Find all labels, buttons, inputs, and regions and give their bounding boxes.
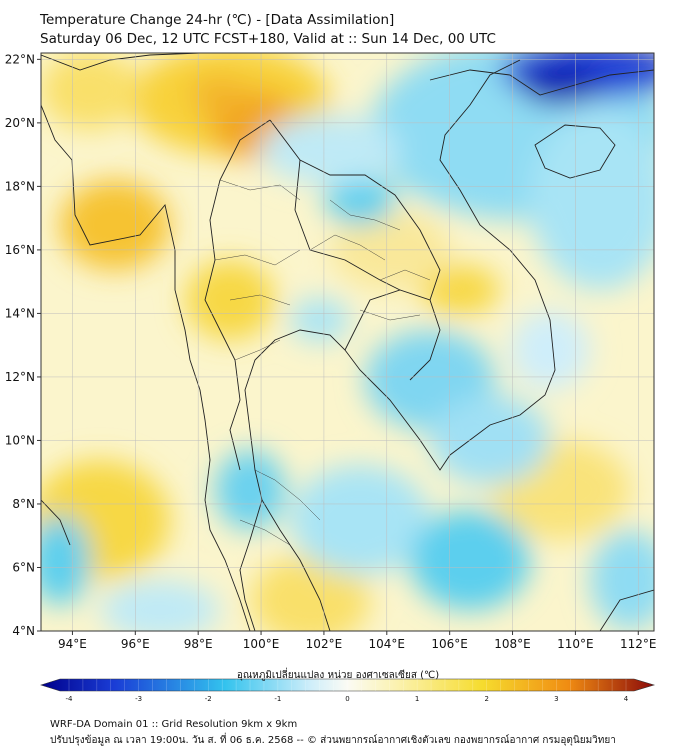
lon-tick-label: 100°E	[243, 637, 280, 651]
lon-tick-label: 106°E	[431, 637, 468, 651]
colorbar-tick-label: 0	[345, 695, 349, 703]
colorbar-tick-label: 1	[415, 695, 419, 703]
colorbar-tick-label: -3	[135, 695, 142, 703]
lat-tick-label: 8°N	[12, 497, 35, 511]
lat-tick-label: 20°N	[5, 116, 35, 130]
map-subtitle: Saturday 06 Dec, 12 UTC FCST+180, Valid …	[40, 31, 496, 47]
colorbar-tick-label: -1	[274, 695, 281, 703]
lon-tick-label: 112°E	[620, 637, 657, 651]
lat-tick-label: 6°N	[12, 560, 35, 574]
colorbar-tick-label: 2	[485, 695, 489, 703]
coastlines	[41, 53, 654, 631]
colorbar-tick-label: -4	[66, 695, 74, 703]
map-frame	[40, 52, 655, 632]
lat-axis: 22°N 20°N 18°N 16°N 14°N 12°N 10°N 8°N 6°N 4°N	[5, 52, 41, 638]
lon-tick-label: 104°E	[369, 637, 406, 651]
colorbar-tick-label: 4	[624, 695, 629, 703]
footer-credits: ปรับปรุงข้อมูล ณ เวลา 19:00น. วัน ส. ที่…	[50, 735, 616, 746]
lat-tick-label: 14°N	[5, 306, 35, 320]
lon-tick-label: 110°E	[557, 637, 594, 651]
lon-axis: 94°E 96°E 98°E 100°E 102°E 104°E 106°E 108°E 110…	[58, 631, 657, 651]
province-borders	[214, 179, 431, 546]
colorbar-label: อุณหภูมิเปลี่ยนแปลง หน่วย องศาเซลเซียส (…	[236, 670, 440, 681]
lat-tick-label: 22°N	[5, 52, 35, 66]
lat-tick-label: 4°N	[12, 624, 35, 638]
colorbar-tick-label: 3	[554, 695, 558, 703]
lon-tick-label: 94°E	[58, 637, 87, 651]
lat-tick-label: 10°N	[5, 433, 35, 447]
colorbar-tick-label: -2	[205, 695, 212, 703]
colorbar: -4 -3 -2 -1 0 1 2 3 4	[40, 678, 656, 703]
lon-tick-label: 108°E	[494, 637, 531, 651]
lon-tick-label: 98°E	[184, 637, 213, 651]
lon-tick-label: 102°E	[306, 637, 343, 651]
lat-tick-label: 18°N	[5, 179, 35, 193]
temperature-field	[41, 53, 654, 631]
colorbar-bar	[40, 678, 656, 692]
footer-model-info: WRF-DA Domain 01 :: Grid Resolution 9km …	[50, 719, 298, 730]
lon-tick-label: 96°E	[121, 637, 150, 651]
lat-tick-label: 12°N	[5, 370, 35, 384]
map-title: Temperature Change 24-hr (℃) - [Data Ass…	[40, 12, 395, 28]
lat-tick-label: 16°N	[5, 243, 35, 257]
